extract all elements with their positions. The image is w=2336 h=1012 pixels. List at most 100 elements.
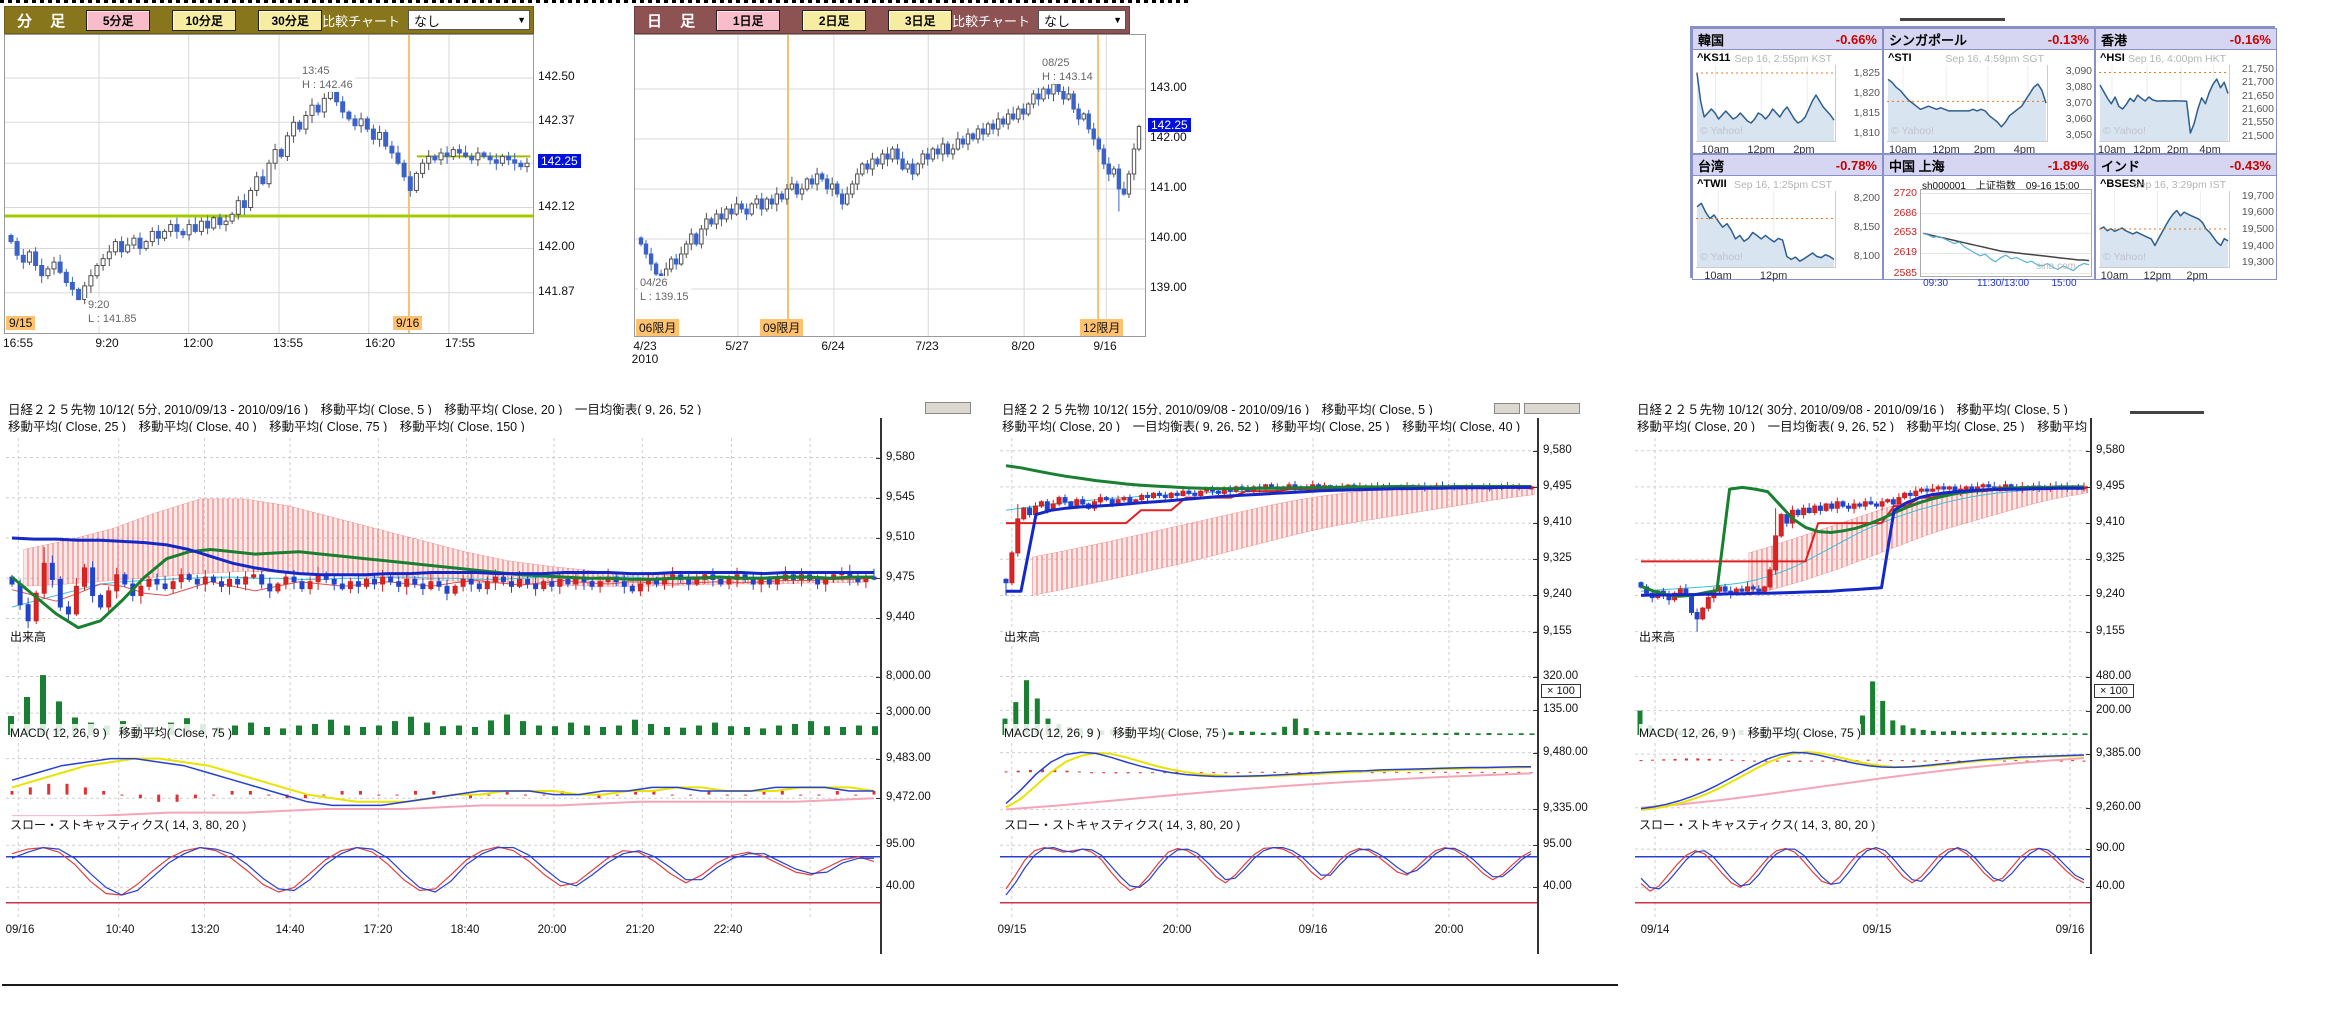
tech-axis-label: 9,475 [886, 571, 915, 584]
macd-section-label: MACD( 12, 26, 9 ) 移動平均( Close, 75 ) [1004, 724, 1227, 741]
index-change-pct: -1.89% [2047, 157, 2089, 173]
tech-axis-label: 9,335.00 [1543, 802, 1588, 815]
scrollbar-fragment[interactable] [2130, 411, 2204, 414]
tech-axis-tick [1533, 676, 1538, 678]
tech-panel-subtitle: 移動平均( Close, 20 ) 一目均衡表( 9, 26, 52 ) 移動平… [1002, 420, 1521, 432]
index-axis-label: 1,815 [1853, 107, 1880, 119]
daily-date-badge: 06限月 [636, 319, 680, 336]
tech-axis-label: 9,545 [886, 490, 915, 503]
index-time-label: 12pm [2143, 270, 2172, 282]
tech-time-axis-label: 21:20 [625, 924, 655, 936]
index-time-label: 2pm [2186, 270, 2208, 282]
minute-tab-10分足[interactable]: 10分足 [172, 9, 237, 31]
daily-tab-1日足[interactable]: 1日足 [716, 9, 781, 31]
index-axis-label: 21,700 [2241, 76, 2274, 89]
index-time-label: 4pm [2013, 144, 2036, 156]
index-cell-中国 上海[interactable]: 中国 上海 -1.89% sh000001 上证指数 09-16 15:00 2720… [1883, 154, 2095, 289]
index-axis-label: 3,080 [2065, 81, 2092, 94]
scrollbar-fragment[interactable] [1494, 403, 1520, 414]
minute-annotation-line: 9:20 [88, 299, 110, 311]
index-time-label: 10am [1889, 144, 1917, 156]
index-cell-韓国[interactable]: 韓国 -0.66% ^KS11 Sep 16, 2:55pm KST 1,825 1,82… [1692, 28, 1883, 156]
tech-time-axis-label: 09/16 [1298, 924, 1328, 936]
daily-time-axis-label: 6/24 [821, 339, 845, 353]
tech-axis-tick [1533, 595, 1538, 597]
index-cell-台湾[interactable]: 台湾 -0.78% ^TWII Sep 16, 1:25pm CST 8,200 8,15… [1692, 154, 1883, 282]
minute-annotation-line: 13:45 [302, 65, 330, 77]
index-time-label: 12pm [1759, 270, 1788, 282]
tech-time-axis-label: 20:00 [1162, 924, 1192, 936]
tech-axis-tick [2086, 486, 2091, 488]
index-axis-label: 8,200 [1853, 192, 1880, 204]
minute-price-axis-label: 141.87 [538, 283, 575, 298]
tech-axis-tick [2086, 807, 2091, 809]
tech-macd-chart [6, 737, 880, 827]
tech-axis-tick [1533, 887, 1538, 889]
scrollbar-fragment[interactable] [925, 402, 971, 414]
index-axis-label: 1,820 [1853, 87, 1880, 99]
daily-annotation-line: H : 143.14 [1042, 71, 1093, 83]
tech-axis-label: 3,000.00 [886, 706, 931, 719]
index-name: シンガポール [1889, 32, 1968, 48]
index-mini-chart [2099, 65, 2230, 142]
index-time-label: 12pm [2133, 144, 2161, 156]
index-time-label: 4pm [2199, 144, 2221, 156]
index-name: 台湾 [1698, 158, 1725, 174]
minute-candlestick-chart [4, 34, 534, 334]
tech-axis-tick [1533, 631, 1538, 633]
index-name: 中国 上海 [1889, 158, 1945, 174]
tech-axis-tick [2086, 676, 2091, 678]
minute-date-badge: 9/16 [393, 316, 423, 330]
minute-time-axis-label: 16:20 [364, 336, 396, 350]
tech-axis-tick [1533, 752, 1538, 754]
volume-section-label: 出来高 [1639, 628, 1676, 645]
compare-chart-select[interactable]: なし ▼ [408, 10, 530, 30]
index-cell-香港[interactable]: 香港 -0.16% ^HSI Sep 16, 4:00pm HKT 21,750 21,7… [2095, 28, 2277, 156]
index-time-label: 12pm [1747, 144, 1775, 156]
index-axis-label: 8,150 [1853, 221, 1880, 234]
daily-tab-2日足[interactable]: 2日足 [802, 9, 867, 31]
index-cell-シンガポール[interactable]: シンガポール -0.13% ^STI Sep 16, 4:59pm SGT 3,090 3… [1883, 28, 2095, 156]
tech-axis-label: 95.00 [886, 838, 915, 851]
tech-axis-tick [2086, 450, 2091, 452]
daily-tab-3日足[interactable]: 3日足 [888, 9, 953, 31]
tech-panel-title: 日経２２５先物 10/12( 5分, 2010/09/13 - 2010/09/… [8, 403, 702, 415]
macd-section-label: MACD( 12, 26, 9 ) 移動平均( Close, 75 ) [1639, 724, 1862, 741]
daily-year-label: 2010 [631, 352, 659, 366]
tech-axis-label: 9,410 [1543, 516, 1572, 529]
asia-indices-panel: 韓国 -0.66% ^KS11 Sep 16, 2:55pm KST 1,825 1,82… [1690, 26, 2277, 289]
index-cell-header: 台湾 -0.78% [1693, 155, 1882, 176]
yahoo-copyright: © Yahoo! [2103, 125, 2146, 137]
scrollbar-fragment[interactable] [1524, 403, 1580, 414]
daily-candlestick-chart [634, 34, 1146, 337]
tech-axis-tick [876, 676, 881, 678]
tech-axis-label: 8,000.00 [886, 669, 931, 682]
chevron-down-icon: ▼ [517, 15, 526, 25]
minute-tab-5分足[interactable]: 5分足 [86, 9, 151, 31]
yahoo-copyright: © Yahoo! [1700, 251, 1743, 263]
index-axis-label: 21,600 [2241, 103, 2274, 115]
tech-axis-tick [1533, 809, 1538, 811]
tech-axis-tick [876, 758, 881, 760]
tech-axis-tick [1533, 450, 1538, 452]
daily-panel-title: 日 足 [647, 12, 703, 30]
compare-chart-select[interactable]: なし ▼ [1038, 10, 1126, 30]
tech-main-chart [1635, 438, 2090, 638]
tech-axis-label: 9,325 [1543, 552, 1572, 565]
index-axis-label: 21,650 [2241, 89, 2274, 102]
tech-time-axis-label: 13:20 [190, 924, 220, 936]
daily-date-badge: 09限月 [760, 319, 804, 336]
tech-axis-tick [2086, 754, 2091, 756]
index-time-label: 15:00 [2051, 278, 2077, 289]
tech-axis-label: 9,440 [886, 611, 915, 624]
index-cell-インド[interactable]: インド -0.43% ^BSESN Sep 16, 3:29pm IST 19,700 1… [2095, 154, 2277, 282]
minute-time-axis-label: 12:00 [182, 336, 214, 350]
daily-annotation: 08/25 H : 143.14 [1040, 56, 1095, 84]
minute-tab-30分足[interactable]: 30分足 [258, 9, 323, 31]
minute-time-axis-label: 9:20 [95, 336, 119, 350]
minute-annotation-line: H : 142.46 [302, 79, 353, 91]
tech-time-axis-label: 22:40 [713, 924, 743, 936]
index-axis-label: 2686 [1893, 206, 1917, 219]
tech-axis-label: 9,240 [2096, 588, 2125, 601]
tech-axis-tick [876, 457, 881, 459]
